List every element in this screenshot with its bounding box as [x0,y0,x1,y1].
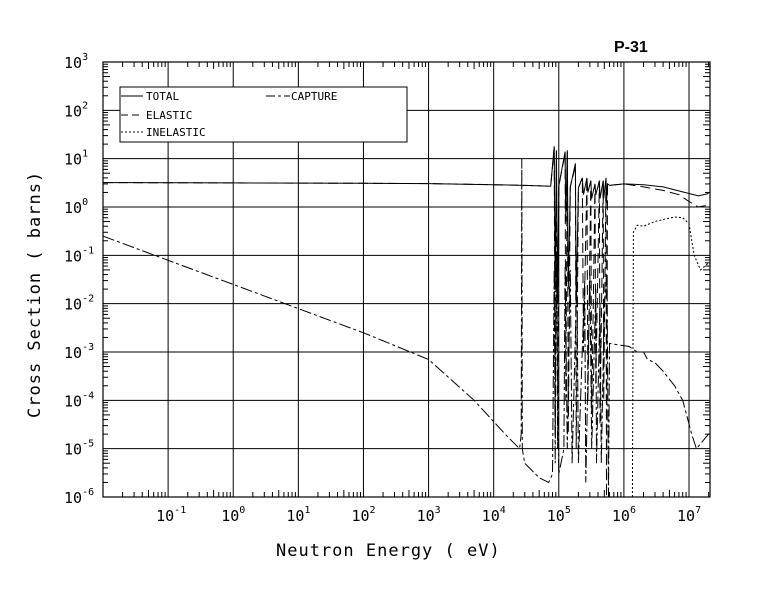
x-tick-exponent: 4 [500,505,506,516]
x-tick-label: 105 [547,505,571,525]
x-tick-exponent: 0 [239,505,245,516]
series-group [103,146,709,497]
y-tick-label: 10-2 [64,294,94,314]
y-tick-label: 103 [64,52,88,72]
x-tick-exponent: 1 [304,505,310,516]
grid [103,61,710,498]
y-tick-exponent: -2 [82,294,94,305]
x-tick-label: 100 [221,505,245,525]
y-tick-label: 10-3 [64,342,94,362]
x-tick-exponent: -1 [174,505,186,516]
legend-label-total: TOTAL [146,90,179,103]
x-tick-exponent: 2 [370,505,376,516]
x-axis-label: Neutron Energy ( eV) [276,541,501,561]
y-tick-exponent: -1 [82,245,94,256]
y-tick-exponent: 0 [82,197,88,208]
x-tick-exponent: 7 [695,505,701,516]
y-tick-exponent: -5 [82,439,94,450]
y-tick-label: 10-4 [64,390,94,410]
x-tick-label: 107 [677,505,701,525]
y-tick-exponent: 3 [82,52,88,63]
plot-frame [102,61,711,498]
y-tick-label: 102 [64,100,88,120]
legend-box [119,86,408,143]
series-capture [103,158,709,497]
legend: TOTAL ELASTIC INELASTIC CAPTURE [119,86,408,143]
y-tick-exponent: 1 [82,149,88,160]
x-tick-exponent: 5 [565,505,571,516]
series-elastic [103,147,709,497]
legend-label-elastic: ELASTIC [146,109,192,122]
x-tick-label: 103 [417,505,441,525]
y-tick-label: 10-5 [64,439,94,459]
chart-title: P-31 [614,39,648,56]
series-inelastic [631,216,709,497]
x-tick-label: 106 [612,505,636,525]
legend-label-inelastic: INELASTIC [146,126,206,139]
x-tick-label: 10-1 [156,505,186,525]
x-tick-label: 102 [351,505,375,525]
y-tick-exponent: 2 [82,100,88,111]
y-tick-exponent: -3 [82,342,94,353]
y-tick-exponent: -4 [82,390,94,401]
series-total [103,146,709,304]
y-tick-label: 10-1 [64,245,94,265]
legend-label-capture: CAPTURE [291,90,337,103]
y-axis-label: Cross Section ( barns) [25,171,45,418]
x-tick-label: 104 [482,505,506,525]
y-tick-exponent: -6 [82,487,94,498]
y-tick-label: 100 [64,197,88,217]
x-tick-label: 101 [286,505,310,525]
y-tick-label: 10-6 [64,487,94,507]
x-tick-exponent: 3 [435,505,441,516]
x-tick-exponent: 6 [630,505,636,516]
y-tick-label: 101 [64,149,88,169]
